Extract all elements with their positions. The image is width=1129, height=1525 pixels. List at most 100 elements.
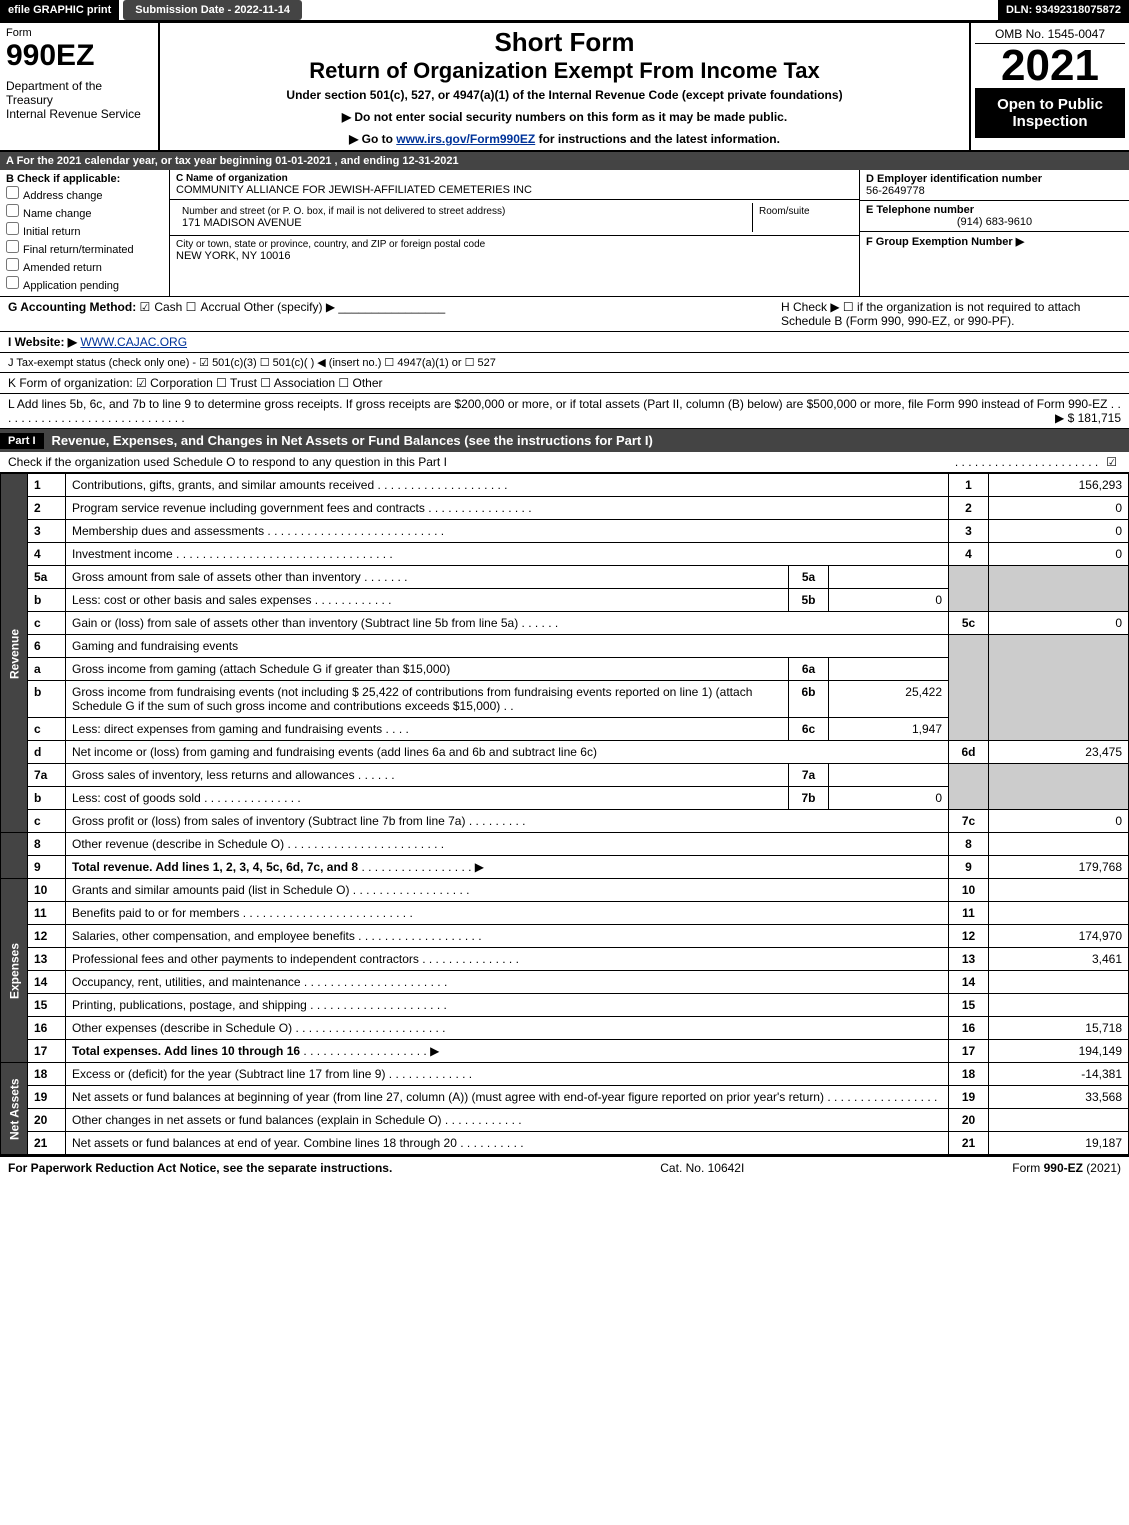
l11-n: 11 bbox=[28, 902, 66, 925]
l18-bv: -14,381 bbox=[989, 1063, 1129, 1086]
l12-n: 12 bbox=[28, 925, 66, 948]
l14-n: 14 bbox=[28, 971, 66, 994]
col-c: C Name of organization COMMUNITY ALLIANC… bbox=[170, 170, 859, 296]
cb-address[interactable]: Address change bbox=[6, 185, 163, 203]
c-street-label: Number and street (or P. O. box, if mail… bbox=[182, 206, 746, 217]
tax-year: 2021 bbox=[975, 44, 1125, 88]
top-bar: efile GRAPHIC print Submission Date - 20… bbox=[0, 0, 1129, 23]
l7c-n: c bbox=[28, 810, 66, 833]
l5b-sn: 5b bbox=[789, 589, 829, 612]
l6b-sv: 25,422 bbox=[829, 681, 949, 718]
d-row: D Employer identification number 56-2649… bbox=[860, 170, 1129, 201]
l10-bn: 10 bbox=[949, 879, 989, 902]
l19-bv: 33,568 bbox=[989, 1086, 1129, 1109]
l19-n: 19 bbox=[28, 1086, 66, 1109]
l5a-n: 5a bbox=[28, 566, 66, 589]
l5b-d: Less: cost or other basis and sales expe… bbox=[72, 593, 311, 607]
l4-bv: 0 bbox=[989, 543, 1129, 566]
l6b-d: Gross income from fundraising events (no… bbox=[72, 685, 752, 713]
website-link[interactable]: WWW.CAJAC.ORG bbox=[80, 335, 187, 349]
cb-amended[interactable]: Amended return bbox=[6, 257, 163, 275]
l7a-d: Gross sales of inventory, less returns a… bbox=[72, 768, 355, 782]
note-goto: ▶ Go to www.irs.gov/Form990EZ for instru… bbox=[164, 132, 965, 146]
header: Form 990EZ Department of the Treasury In… bbox=[0, 23, 1129, 152]
l9-d: Total revenue. Add lines 1, 2, 3, 4, 5c,… bbox=[72, 860, 358, 874]
l6b-n: b bbox=[28, 681, 66, 718]
irs-link[interactable]: www.irs.gov/Form990EZ bbox=[396, 132, 535, 146]
l4-d: Investment income bbox=[72, 547, 173, 561]
l3-d: Membership dues and assessments bbox=[72, 524, 264, 538]
g-accrual[interactable]: Accrual bbox=[186, 300, 241, 314]
l4-n: 4 bbox=[28, 543, 66, 566]
l9-bv: 179,768 bbox=[989, 856, 1129, 879]
c-name-row: C Name of organization COMMUNITY ALLIANC… bbox=[170, 170, 859, 200]
l13-d: Professional fees and other payments to … bbox=[72, 952, 419, 966]
form-number: 990EZ bbox=[6, 39, 152, 73]
l5b-n: b bbox=[28, 589, 66, 612]
l7a-n: 7a bbox=[28, 764, 66, 787]
col-b: B Check if applicable: Address change Na… bbox=[0, 170, 170, 296]
l7b-d: Less: cost of goods sold bbox=[72, 791, 201, 805]
part1-label: Part I bbox=[0, 433, 44, 449]
l11-d: Benefits paid to or for members bbox=[72, 906, 239, 920]
l6-grey bbox=[949, 635, 989, 741]
line-a: A For the 2021 calendar year, or tax yea… bbox=[0, 152, 1129, 170]
l2-n: 2 bbox=[28, 497, 66, 520]
g-label: G Accounting Method: bbox=[8, 300, 136, 314]
line-j: J Tax-exempt status (check only one) - ☑… bbox=[0, 353, 1129, 373]
l6c-sv: 1,947 bbox=[829, 718, 949, 741]
d-value: 56-2649778 bbox=[866, 185, 1123, 197]
dept-label: Department of the Treasury Internal Reve… bbox=[6, 79, 152, 121]
l8-bn: 8 bbox=[949, 833, 989, 856]
l2-d: Program service revenue including govern… bbox=[72, 501, 425, 515]
l7c-bv: 0 bbox=[989, 810, 1129, 833]
l6a-d: Gross income from gaming (attach Schedul… bbox=[66, 658, 789, 681]
submission-date: Submission Date - 2022-11-14 bbox=[123, 0, 302, 20]
l6a-sn: 6a bbox=[789, 658, 829, 681]
c-street-row: Number and street (or P. O. box, if mail… bbox=[170, 200, 859, 236]
l7b-sv: 0 bbox=[829, 787, 949, 810]
l8-n: 8 bbox=[28, 833, 66, 856]
l6d-bv: 23,475 bbox=[989, 741, 1129, 764]
l8-bv bbox=[989, 833, 1129, 856]
l15-d: Printing, publications, postage, and shi… bbox=[72, 998, 307, 1012]
l6a-n: a bbox=[28, 658, 66, 681]
l6-n: 6 bbox=[28, 635, 66, 658]
l5c-d: Gain or (loss) from sale of assets other… bbox=[72, 616, 518, 630]
b-label: B Check if applicable: bbox=[6, 173, 163, 185]
l7b-sn: 7b bbox=[789, 787, 829, 810]
c-room-label: Room/suite bbox=[753, 203, 853, 232]
info-grid: B Check if applicable: Address change Na… bbox=[0, 170, 1129, 297]
line-l: L Add lines 5b, 6c, and 7b to line 9 to … bbox=[0, 394, 1129, 429]
open-public: Open to Public Inspection bbox=[975, 88, 1125, 138]
form-label: Form bbox=[6, 27, 152, 39]
l4-bn: 4 bbox=[949, 543, 989, 566]
l5-grey bbox=[949, 566, 989, 612]
l19-bn: 19 bbox=[949, 1086, 989, 1109]
l3-bv: 0 bbox=[989, 520, 1129, 543]
efile-label[interactable]: efile GRAPHIC print bbox=[0, 0, 119, 20]
l15-bn: 15 bbox=[949, 994, 989, 1017]
cb-final[interactable]: Final return/terminated bbox=[6, 239, 163, 257]
g-other[interactable]: Other (specify) ▶ bbox=[244, 300, 335, 314]
l3-bn: 3 bbox=[949, 520, 989, 543]
d-label: D Employer identification number bbox=[866, 173, 1123, 185]
cb-pending[interactable]: Application pending bbox=[6, 275, 163, 293]
l3-n: 3 bbox=[28, 520, 66, 543]
cb-initial[interactable]: Initial return bbox=[6, 221, 163, 239]
l17-d: Total expenses. Add lines 10 through 16 bbox=[72, 1044, 300, 1058]
c-street: 171 MADISON AVENUE bbox=[182, 217, 746, 229]
l5c-n: c bbox=[28, 612, 66, 635]
e-value: (914) 683-9610 bbox=[866, 216, 1123, 228]
l17-n: 17 bbox=[28, 1040, 66, 1063]
lines-table: Revenue 1 Contributions, gifts, grants, … bbox=[0, 473, 1129, 1155]
l1-d: Contributions, gifts, grants, and simila… bbox=[72, 478, 374, 492]
l9-n: 9 bbox=[28, 856, 66, 879]
l15-bv bbox=[989, 994, 1129, 1017]
header-center: Short Form Return of Organization Exempt… bbox=[160, 23, 969, 150]
cb-name[interactable]: Name change bbox=[6, 203, 163, 221]
part1-checkbox[interactable] bbox=[1106, 455, 1121, 469]
l7c-d: Gross profit or (loss) from sales of inv… bbox=[72, 814, 465, 828]
g-cash[interactable]: Cash bbox=[140, 300, 183, 314]
part1-header: Part I Revenue, Expenses, and Changes in… bbox=[0, 429, 1129, 452]
